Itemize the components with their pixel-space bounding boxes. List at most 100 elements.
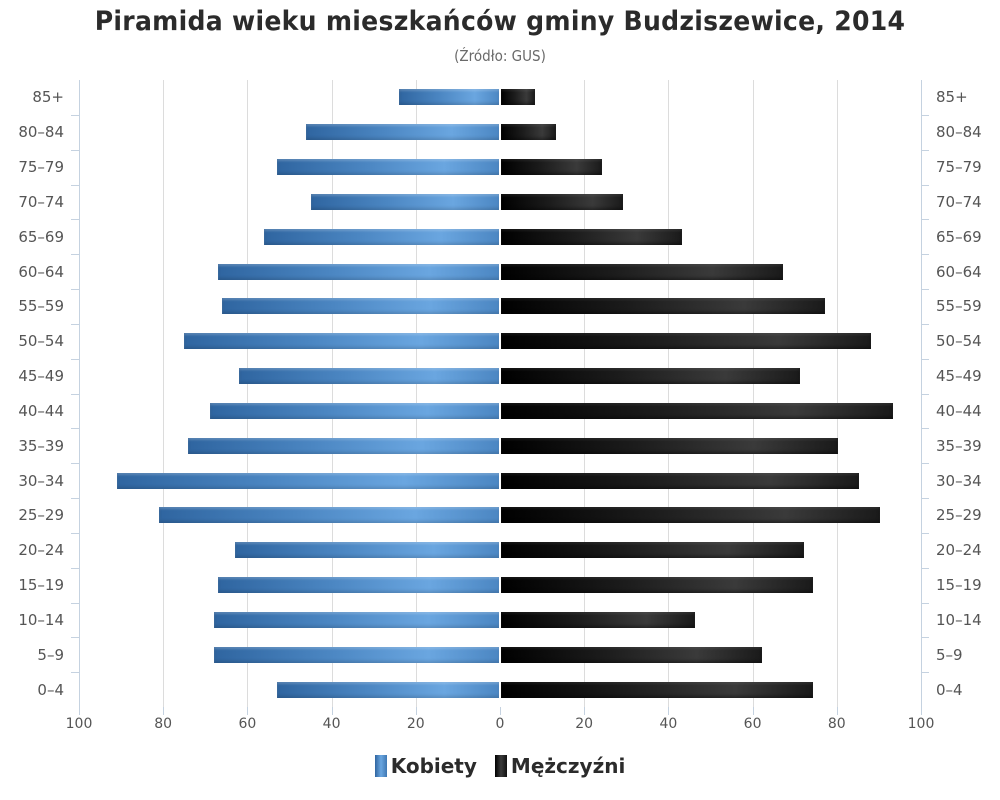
x-tick xyxy=(79,707,80,715)
y-tick xyxy=(921,498,929,499)
y-tick xyxy=(921,358,929,360)
bar-kobiety[interactable] xyxy=(310,193,500,210)
bar-kobiety[interactable] xyxy=(188,437,500,454)
bar-kobiety[interactable] xyxy=(213,646,500,663)
legend-item-mezczyzni[interactable]: Mężczyźni xyxy=(494,754,625,778)
y-tick xyxy=(71,637,79,639)
y-tick xyxy=(921,254,929,256)
category-label: 70–74 xyxy=(936,192,982,211)
grid-line xyxy=(836,80,838,707)
bar-kobiety[interactable] xyxy=(222,298,500,315)
legend-item-kobiety[interactable]: Kobiety xyxy=(374,754,477,778)
bar-kobiety[interactable] xyxy=(217,263,500,280)
bar-mezczyzni[interactable] xyxy=(501,542,805,559)
bar-kobiety[interactable] xyxy=(209,402,500,419)
bar-kobiety[interactable] xyxy=(264,228,500,245)
bar-kobiety[interactable] xyxy=(217,577,500,594)
zero-line xyxy=(499,80,501,707)
category-label: 70–74 xyxy=(18,192,64,211)
category-label: 15–19 xyxy=(936,576,982,595)
bar-mezczyzni[interactable] xyxy=(501,437,838,454)
category-label: 25–29 xyxy=(18,506,64,525)
bar-kobiety[interactable] xyxy=(158,507,500,524)
bar-kobiety[interactable] xyxy=(238,368,500,385)
bar-mezczyzni[interactable] xyxy=(501,368,800,385)
y-tick xyxy=(921,289,929,290)
bar-mezczyzni[interactable] xyxy=(501,402,893,419)
y-tick xyxy=(921,532,929,534)
y-tick xyxy=(71,532,79,534)
category-label: 5–9 xyxy=(936,645,963,664)
bar-kobiety[interactable] xyxy=(234,542,500,559)
bar-mezczyzni[interactable] xyxy=(501,646,763,663)
y-tick xyxy=(71,254,79,256)
y-tick xyxy=(921,393,929,395)
category-label: 30–34 xyxy=(936,471,982,490)
x-tick-label: 40 xyxy=(322,716,341,732)
bar-mezczyzni[interactable] xyxy=(501,507,880,524)
y-tick xyxy=(921,463,929,465)
bar-kobiety[interactable] xyxy=(276,681,500,698)
y-tick xyxy=(71,184,79,186)
category-label: 65–69 xyxy=(936,227,982,246)
chart-subtitle: (Źródło: GUS) xyxy=(454,47,546,65)
bar-mezczyzni[interactable] xyxy=(501,577,813,594)
y-tick xyxy=(921,567,929,569)
x-tick xyxy=(836,707,838,715)
bar-mezczyzni[interactable] xyxy=(501,611,695,628)
y-tick xyxy=(71,567,79,569)
bar-mezczyzni[interactable] xyxy=(501,124,556,141)
y-tick xyxy=(71,289,79,290)
bar-kobiety[interactable] xyxy=(276,159,500,176)
bar-mezczyzni[interactable] xyxy=(501,472,859,489)
y-tick xyxy=(921,114,929,116)
bar-mezczyzni[interactable] xyxy=(501,159,603,176)
y-tick xyxy=(921,184,929,186)
x-tick xyxy=(584,707,586,715)
y-tick xyxy=(921,149,929,151)
category-label: 50–54 xyxy=(936,332,982,351)
left-axis-line xyxy=(79,80,80,707)
bar-mezczyzni[interactable] xyxy=(501,89,535,106)
bar-mezczyzni[interactable] xyxy=(501,228,683,245)
y-tick xyxy=(71,393,79,395)
y-tick xyxy=(71,114,79,116)
bar-mezczyzni[interactable] xyxy=(501,263,784,280)
x-tick xyxy=(921,707,922,715)
bar-mezczyzni[interactable] xyxy=(501,333,872,350)
bar-kobiety[interactable] xyxy=(184,333,500,350)
bar-kobiety[interactable] xyxy=(116,472,500,489)
category-label: 55–59 xyxy=(936,297,982,316)
category-label: 50–54 xyxy=(18,332,64,351)
x-tick-label: 0 xyxy=(495,716,505,732)
bar-kobiety[interactable] xyxy=(398,89,500,106)
grid-line xyxy=(668,80,670,707)
bar-mezczyzni[interactable] xyxy=(501,193,624,210)
bar-kobiety[interactable] xyxy=(213,611,500,628)
y-tick xyxy=(921,428,929,430)
bar-mezczyzni[interactable] xyxy=(501,298,826,315)
bar-kobiety[interactable] xyxy=(306,124,500,141)
category-label: 10–14 xyxy=(18,610,64,629)
y-tick xyxy=(921,602,929,604)
x-tick xyxy=(415,707,417,715)
x-tick-label: 40 xyxy=(659,716,678,732)
category-label: 60–64 xyxy=(18,262,64,281)
chart-title: Piramida wieku mieszkańców gminy Budzisz… xyxy=(94,6,906,37)
y-tick xyxy=(71,149,79,151)
category-label: 40–44 xyxy=(18,401,64,420)
x-tick xyxy=(331,707,333,715)
category-label: 80–84 xyxy=(18,123,64,142)
category-label: 5–9 xyxy=(37,645,64,664)
grid-line xyxy=(752,80,754,707)
category-label: 85+ xyxy=(32,88,64,107)
x-tick xyxy=(163,707,165,715)
x-tick xyxy=(247,707,249,715)
category-label: 85+ xyxy=(936,88,968,107)
legend-swatch-kobiety-icon xyxy=(374,755,387,777)
x-tick-label: 20 xyxy=(406,716,425,732)
category-label: 40–44 xyxy=(936,401,982,420)
category-label: 45–49 xyxy=(936,367,982,386)
bar-mezczyzni[interactable] xyxy=(501,681,813,698)
y-tick xyxy=(921,219,929,221)
